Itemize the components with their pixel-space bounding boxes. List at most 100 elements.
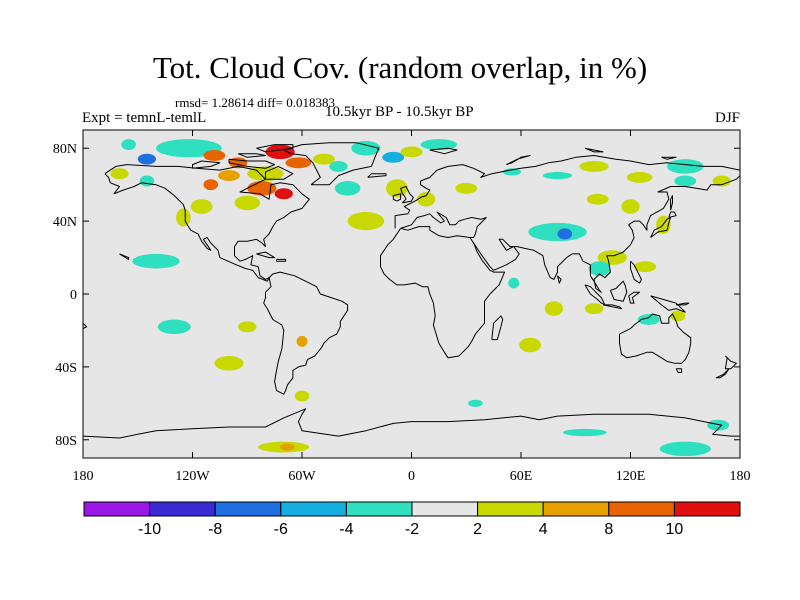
anomaly-region — [544, 301, 563, 316]
x-tick-label: 120E — [616, 469, 646, 484]
y-tick-label: 80S — [55, 434, 77, 449]
colorbar-swatch — [345, 501, 413, 517]
experiment-label: Expt = temnL-temlL — [82, 110, 207, 126]
coastline — [83, 408, 740, 439]
coastline — [237, 153, 266, 158]
anomaly-region — [621, 199, 640, 214]
anomaly-region — [416, 191, 436, 207]
anomaly-region — [214, 355, 244, 371]
anomaly-region — [659, 441, 711, 457]
coastline — [392, 193, 402, 202]
coastline — [650, 295, 686, 313]
anomaly-region — [579, 160, 609, 172]
colorbar-label: 4 — [539, 521, 548, 538]
coastline — [400, 186, 414, 204]
x-tick-label: 0 — [408, 469, 415, 484]
coastline — [400, 211, 487, 238]
anomaly-region — [294, 390, 310, 402]
anomaly-region — [468, 399, 483, 407]
colorbar-swatch — [477, 501, 544, 517]
anomaly-region — [351, 140, 381, 156]
colorbar-label: -10 — [138, 521, 161, 538]
anomaly-region — [296, 335, 308, 347]
colorbar-swatch — [149, 501, 216, 517]
anomaly-region — [626, 171, 653, 183]
coastline — [630, 260, 642, 284]
anomaly-region — [121, 139, 136, 151]
colorbar-label: -4 — [339, 521, 353, 538]
coastline — [491, 315, 504, 341]
y-tick-label: 40N — [53, 215, 77, 230]
anomaly-region — [274, 188, 293, 200]
anomaly-region — [190, 199, 213, 214]
anomaly-region — [508, 277, 520, 289]
anomaly-region — [382, 151, 405, 163]
coastline — [584, 284, 606, 306]
map-title: Tot. Cloud Cov. (random overlap, in %) — [152, 50, 648, 85]
axis-ticks: 180 120W 60W 0 60E 120E 180 80N 40N 0 40S 80S — [53, 130, 751, 484]
coastline — [256, 144, 294, 153]
anomaly-region — [347, 212, 385, 231]
colorbar-label: -2 — [405, 521, 419, 538]
anomaly-region — [712, 175, 731, 187]
coastline — [668, 211, 677, 218]
anomaly-region — [280, 443, 295, 451]
coastline — [104, 164, 310, 282]
x-tick-label: 180 — [730, 469, 751, 484]
x-tick-label: 180 — [73, 469, 94, 484]
colorbar-label: -8 — [208, 521, 222, 538]
period-label: 10.5kyr BP - 10.5kyr BP — [325, 104, 474, 120]
y-tick-label: 40S — [55, 361, 77, 376]
anomaly-region — [157, 319, 191, 335]
coastline — [506, 155, 531, 166]
colorbar-label: 8 — [604, 521, 613, 538]
anomaly-region — [502, 168, 521, 176]
anomaly-region — [634, 261, 657, 273]
colorbar-swatch — [608, 501, 675, 517]
coastline — [394, 155, 740, 229]
anomaly-region — [707, 419, 730, 431]
anomaly-region — [132, 253, 180, 269]
y-tick-label: 80N — [53, 142, 77, 157]
anomaly-region — [218, 170, 240, 182]
coastline — [473, 175, 740, 293]
anomaly-region — [139, 175, 155, 187]
anomaly-region — [528, 222, 587, 242]
anomaly-region — [203, 150, 226, 161]
colorbar-label: 2 — [473, 521, 482, 538]
coastline — [256, 251, 276, 259]
anomaly-region — [137, 153, 156, 165]
coastline — [628, 291, 641, 304]
anomaly-region — [265, 144, 295, 160]
coastline — [380, 228, 506, 359]
coastline — [283, 142, 380, 186]
anomaly-region — [667, 159, 704, 174]
coastline — [724, 355, 737, 370]
colorbar-swatch — [214, 501, 282, 517]
coastline — [670, 195, 673, 211]
anomaly-region — [420, 139, 458, 151]
coastline — [429, 147, 458, 155]
coastline — [83, 322, 88, 330]
season-label: DJF — [714, 110, 740, 126]
anomaly-region — [110, 168, 129, 180]
colorbar-label: -6 — [274, 521, 288, 538]
colorbar-label: 10 — [666, 521, 684, 538]
anomaly-region — [542, 171, 573, 180]
anomaly-region — [637, 314, 660, 325]
coastline — [228, 158, 276, 169]
coastline — [119, 253, 130, 260]
anomaly-region — [455, 182, 478, 194]
anomaly-region — [329, 160, 348, 172]
coastline — [557, 275, 562, 284]
colorbar-swatch — [411, 501, 479, 517]
coastline — [367, 173, 387, 178]
coastline — [661, 156, 677, 160]
anomaly-region — [588, 261, 611, 276]
statistics-label: rmsd= 1.28614 diff= 0.018383 — [175, 95, 335, 110]
colorbar-swatch — [280, 501, 347, 517]
anomaly-region — [285, 157, 312, 169]
anomaly-region — [670, 310, 686, 322]
anomaly-region — [557, 228, 573, 240]
colorbar-swatch — [542, 501, 610, 517]
